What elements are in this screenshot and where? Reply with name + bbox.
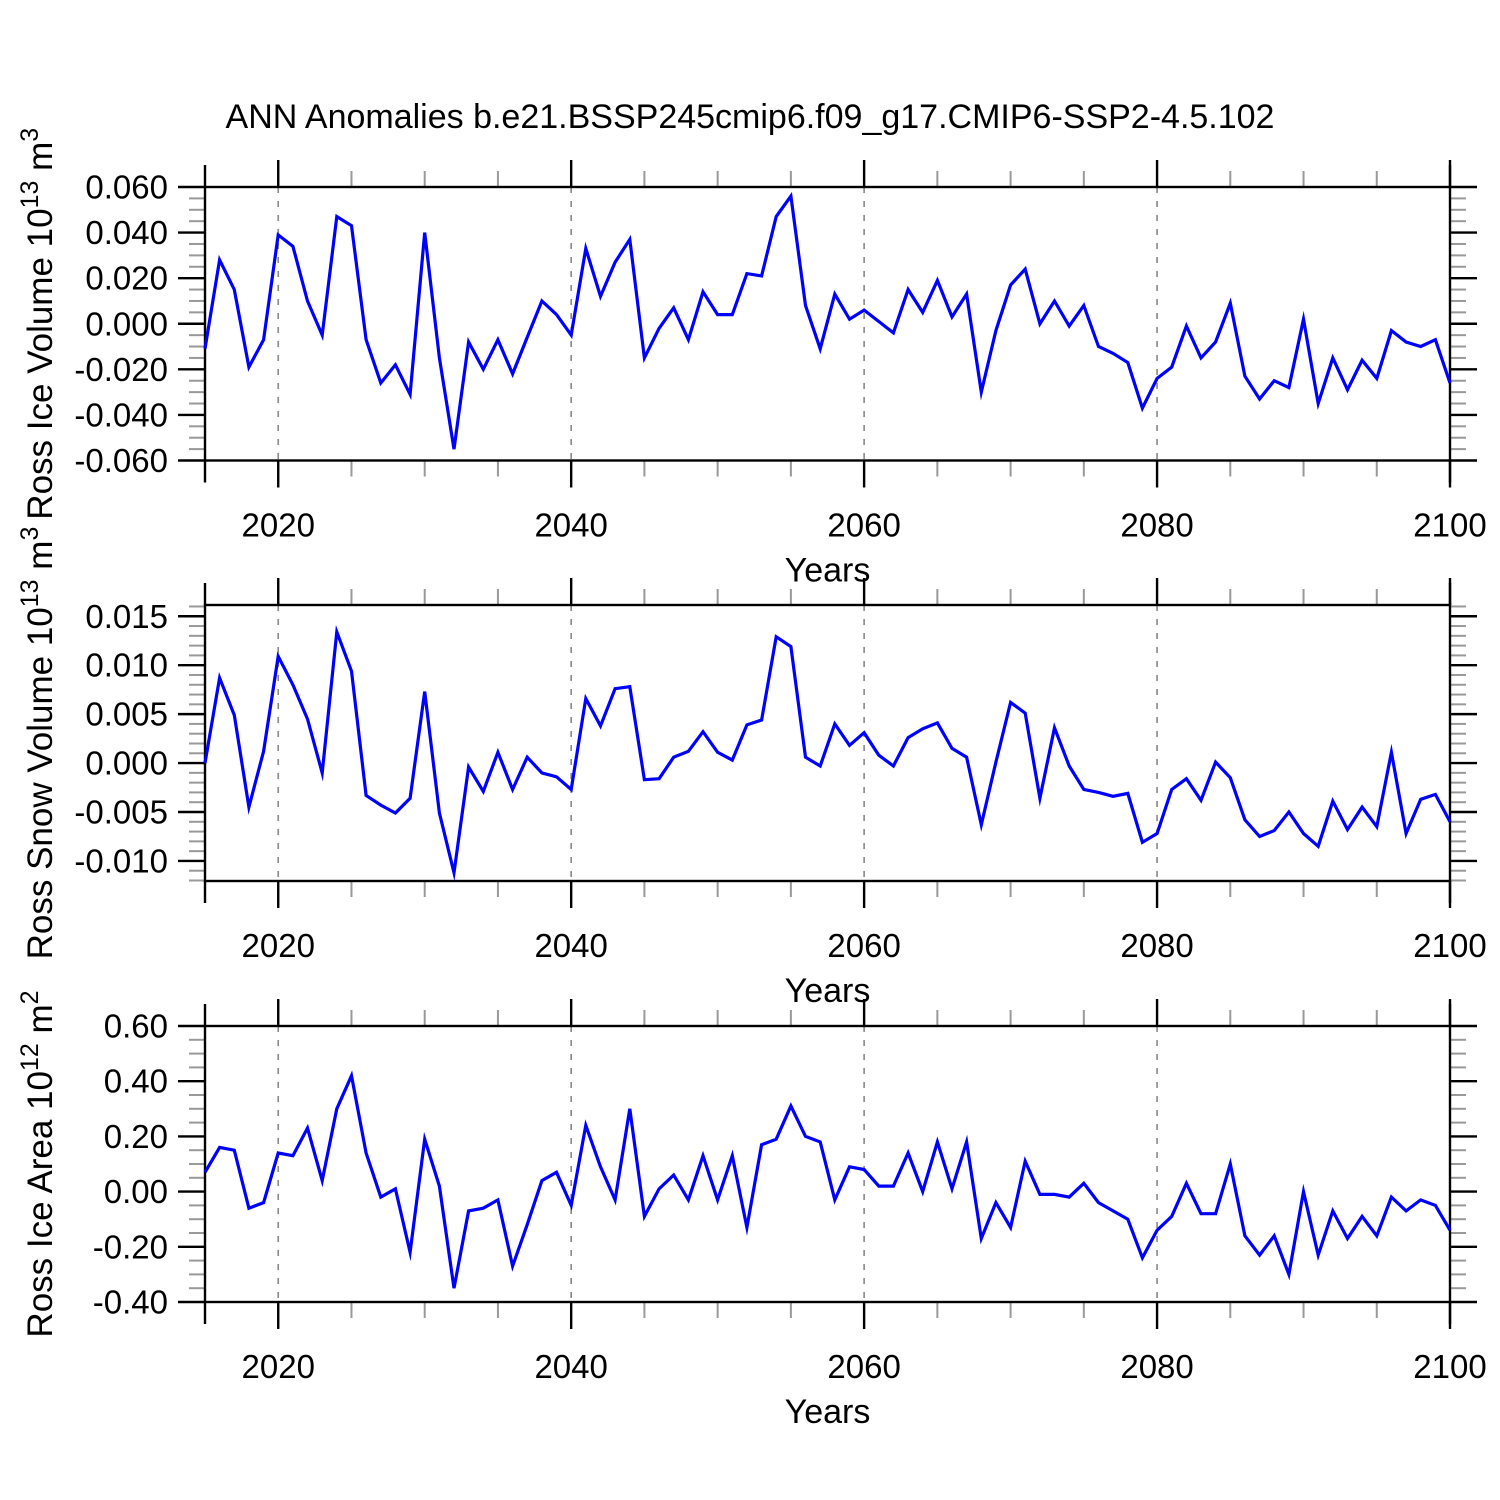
y-tick-label: -0.060 (74, 442, 168, 479)
data-line-ross-snow-volume (203, 624, 1452, 882)
y-axis-title: Ross Ice Volume 1013 m3 (16, 128, 60, 520)
x-tick-label: 2020 (242, 927, 315, 964)
x-tick-label: 2100 (1413, 1348, 1486, 1385)
y-tick-label: 0.020 (85, 260, 168, 297)
y-tick-label: 0.060 (85, 169, 168, 206)
chart-panels: 2020 2040 2060 2080 21000.0600.0400.0200.000… (16, 128, 1487, 1431)
y-tick-label: -0.20 (93, 1228, 168, 1265)
y-tick-label: 0.20 (104, 1118, 168, 1155)
x-tick-label: 2040 (534, 1348, 607, 1385)
x-tick-label: 2020 (242, 1348, 315, 1385)
x-tick-label: 2080 (1120, 507, 1193, 544)
x-tick-label: 2060 (827, 507, 900, 544)
panel-ross-snow-volume: 2020 2040 2060 2080 2100 0.015 0.010 0.005 0.000… (16, 527, 1487, 1010)
y-tick-label: 0.40 (104, 1063, 168, 1100)
x-axis-title: Years (785, 1393, 871, 1431)
y-tick-label: -0.040 (74, 396, 168, 433)
y-axis-title: Ross Ice Area 1012 m2 (16, 990, 60, 1337)
y-tick-label: 0.010 (85, 647, 168, 684)
y-tick-label: 0.00 (104, 1173, 168, 1210)
x-axis-title: Years (785, 972, 871, 1010)
chart-title: ANN Anomalies b.e21.BSSP245cmip6.f09_g17… (226, 98, 1275, 136)
y-tick-label: -0.020 (74, 351, 168, 388)
plot-frame (203, 1024, 1452, 1304)
y-axis-title: Ross Snow Volume 1013 m3 (16, 527, 60, 960)
data-line-ross-ice-volume (203, 191, 1452, 450)
x-tick-label: 2060 (827, 927, 900, 964)
data-line-ross-ice-area (203, 1070, 1452, 1289)
x-axis-title: Years (785, 552, 871, 590)
y-tick-label: 0.015 (85, 598, 168, 635)
x-tick-label: 2100 (1413, 927, 1486, 964)
y-tick-label: -0.005 (74, 794, 168, 831)
plot-frame (203, 603, 1452, 883)
x-tick-label: 2080 (1120, 927, 1193, 964)
panel-ross-ice-volume: 2020 2040 2060 2080 2100 0.060 0.040 0.020 0.000… (16, 128, 1487, 590)
x-tick-label: 2060 (827, 1348, 900, 1385)
y-tick-label: 0.040 (85, 214, 168, 251)
x-tick-label: 2040 (534, 507, 607, 544)
y-tick-label: 0.000 (85, 745, 168, 782)
y-tick-label: 0.005 (85, 696, 168, 733)
y-tick-label: 0.60 (104, 1008, 168, 1045)
panel-ross-ice-area: 2020 2040 2060 2080 2100 0.60 0.40 0.20 0.00 -0.2… (16, 990, 1487, 1431)
y-tick-label: 0.000 (85, 305, 168, 342)
x-tick-label: 2080 (1120, 1348, 1193, 1385)
y-tick-label: -0.40 (93, 1284, 168, 1321)
x-tick-label: 2100 (1413, 507, 1486, 544)
y-tick-label: -0.010 (74, 842, 168, 879)
x-tick-label: 2020 (242, 507, 315, 544)
x-tick-label: 2040 (534, 927, 607, 964)
